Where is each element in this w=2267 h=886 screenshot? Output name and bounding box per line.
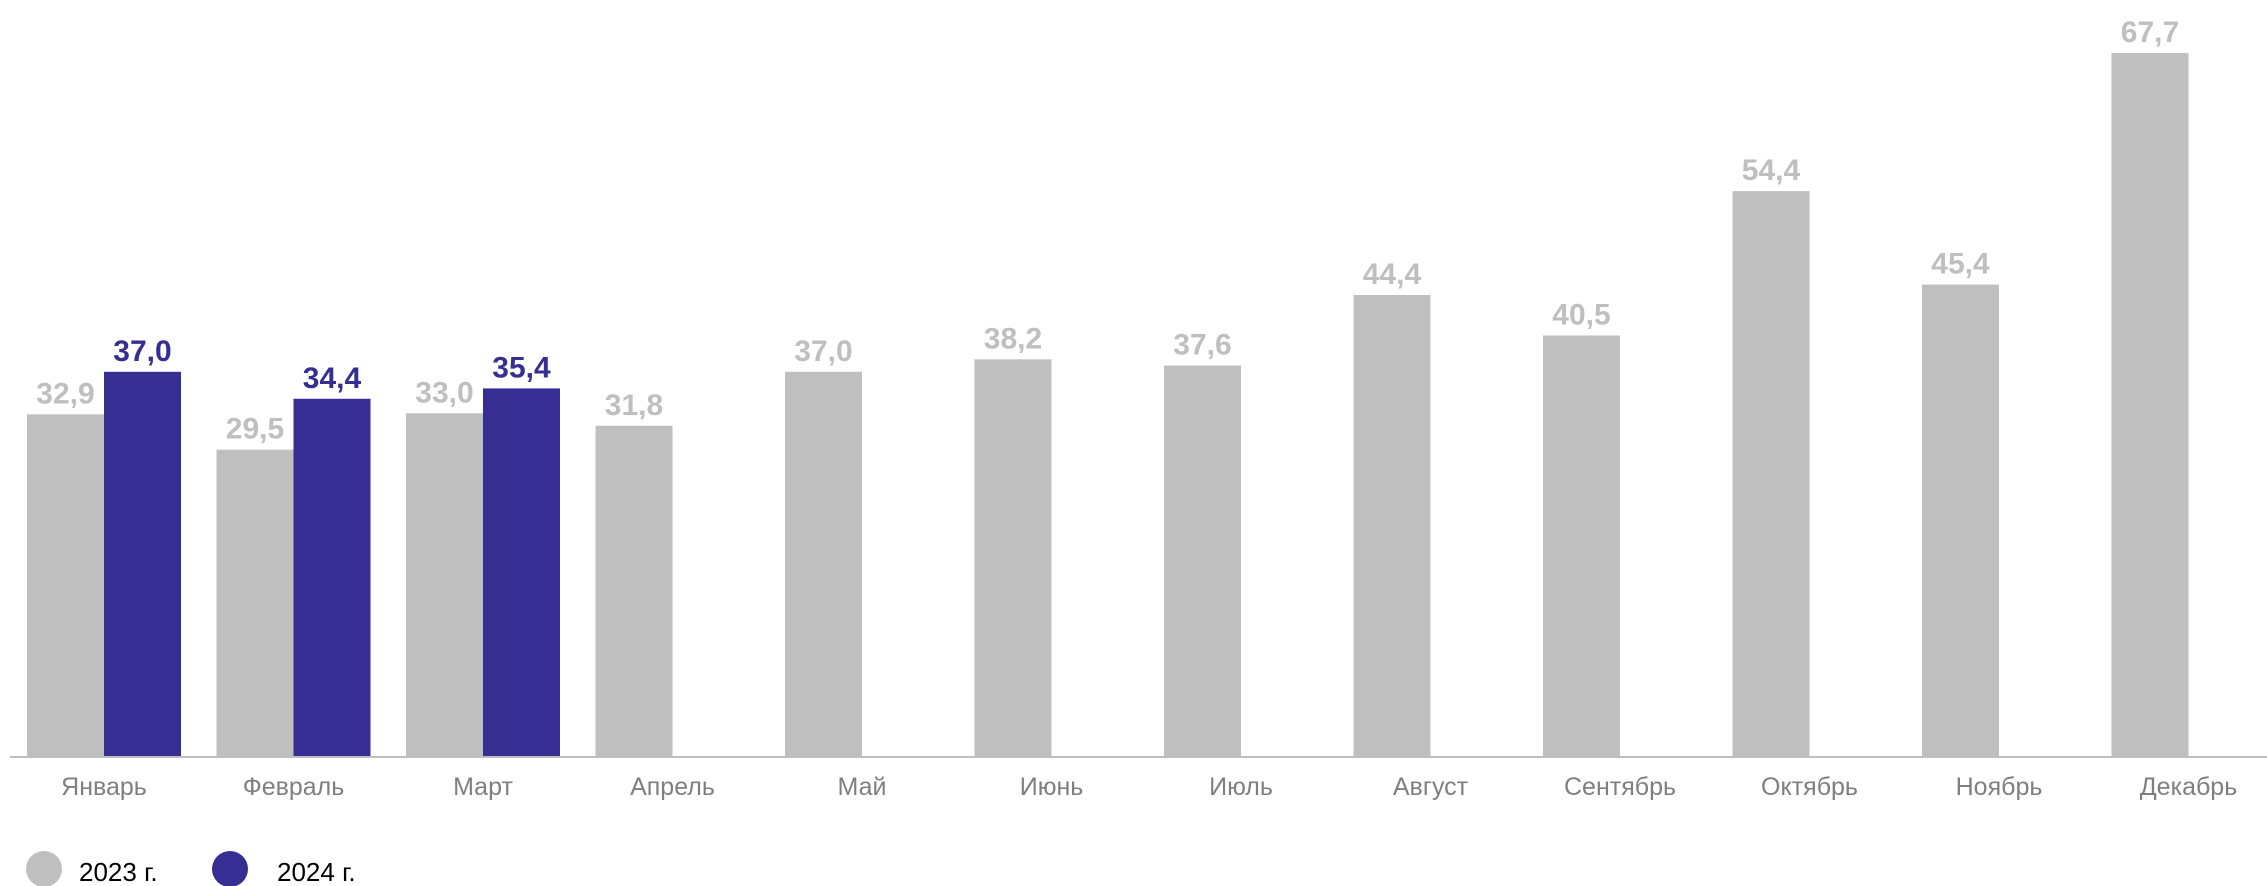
bar-2023-11 <box>2111 53 2189 756</box>
category-label-4: Май <box>838 773 887 801</box>
bar-2024-0 <box>104 371 181 756</box>
bar-2023-8 <box>1543 335 1620 756</box>
category-label-8: Сентябрь <box>1564 773 1676 801</box>
value-label-2023-2: 33,0 <box>415 376 473 409</box>
value-label-2024-0: 37,0 <box>113 335 171 368</box>
value-label-2024-2: 35,4 <box>492 351 551 384</box>
value-label-2023-6: 37,6 <box>1173 329 1231 362</box>
bar-2023-4 <box>785 371 862 756</box>
category-labels-layer: Январь Февраль Март Апрель Май Июнь Июль Август… <box>61 773 2237 801</box>
bar-2023-10 <box>1922 284 1999 756</box>
legend-label-2024: 2024 г. <box>277 857 356 886</box>
bars-layer <box>27 53 2189 756</box>
bar-2024-2 <box>483 388 560 756</box>
legend-marker-2024 <box>212 851 248 886</box>
bar-2023-1 <box>216 449 294 756</box>
bar-2023-5 <box>974 359 1052 756</box>
bar-2023-6 <box>1164 365 1241 756</box>
value-label-2023-0: 32,9 <box>36 377 94 410</box>
category-label-10: Ноябрь <box>1956 773 2043 801</box>
legend-label-2023: 2023 г. <box>79 857 158 886</box>
legend: 2023 г. 2024 г. <box>26 851 356 886</box>
category-label-7: Август <box>1393 773 1469 801</box>
category-label-5: Июнь <box>1020 773 1084 801</box>
value-label-2023-1: 29,5 <box>226 413 284 446</box>
value-label-2023-11: 67,7 <box>2121 16 2179 49</box>
category-label-6: Июль <box>1209 773 1273 801</box>
value-label-2023-5: 38,2 <box>984 322 1042 355</box>
value-label-2023-7: 44,4 <box>1363 258 1422 291</box>
value-label-2023-4: 37,0 <box>794 335 852 368</box>
value-label-2023-3: 31,8 <box>605 389 663 422</box>
bar-2023-7 <box>1353 294 1431 756</box>
category-label-0: Январь <box>61 773 147 801</box>
category-label-11: Декабрь <box>2140 773 2237 801</box>
category-label-2: Март <box>453 773 513 801</box>
bar-2023-3 <box>595 425 673 756</box>
value-label-2023-10: 45,4 <box>1931 248 1990 281</box>
bar-2024-1 <box>293 398 371 756</box>
category-label-1: Февраль <box>243 773 345 801</box>
legend-marker-2023 <box>26 851 62 886</box>
value-label-2023-9: 54,4 <box>1742 154 1801 187</box>
bar-2023-2 <box>406 413 483 756</box>
bar-2023-0 <box>27 414 104 756</box>
value-label-2024-1: 34,4 <box>303 362 362 395</box>
value-labels-layer: 32,9 37,0 29,5 34,4 33,0 35,4 31,8 37,0 38,2 37,6… <box>36 16 2179 446</box>
value-label-2023-8: 40,5 <box>1552 298 1610 331</box>
category-label-3: Апрель <box>630 773 715 801</box>
category-label-9: Октябрь <box>1761 773 1858 801</box>
bar-2023-9 <box>1732 191 1810 756</box>
